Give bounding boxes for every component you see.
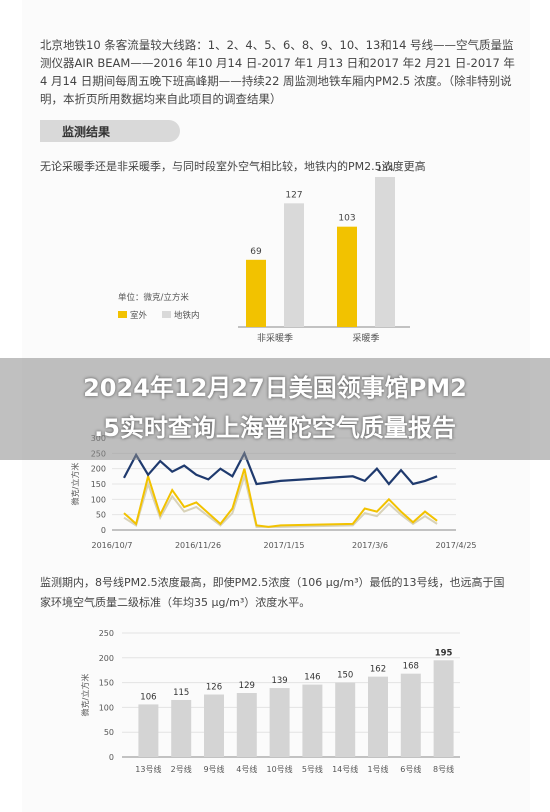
bar-subway <box>375 177 395 327</box>
bar <box>368 676 388 757</box>
x-tick-label: 2016/10/7 <box>91 541 132 550</box>
bar <box>335 682 356 757</box>
finding-1-text: 无论采暖季还是非采暖季，与同时段室外空气相比较，地铁内的PM2.5浓度更高 <box>40 160 426 173</box>
y-tick-label: 200 <box>99 654 114 663</box>
bar-subway <box>284 203 304 327</box>
data-label: 129 <box>239 681 255 691</box>
y-tick-label: 150 <box>91 480 106 489</box>
legend-swatch <box>118 311 127 318</box>
bar <box>433 660 454 757</box>
series-line-yellow <box>123 468 438 528</box>
bar <box>171 699 192 757</box>
y-tick-label: 200 <box>91 465 106 474</box>
data-label: 127 <box>285 190 302 200</box>
category-label: 非采暖季 <box>257 332 293 344</box>
y-tick-label: 250 <box>99 629 114 638</box>
category-label: 13号线 <box>135 764 161 774</box>
category-label: 14号线 <box>332 764 358 774</box>
finding-2-line2: 家环境空气质量二级标准（年均35 μg/m³）浓度水平。 <box>40 596 311 609</box>
data-label: 195 <box>435 648 453 658</box>
bar <box>302 684 323 757</box>
bar-outdoor <box>246 259 266 327</box>
section-header: 监测结果 <box>40 120 180 142</box>
legend-label: 地铁内 <box>174 310 200 321</box>
category-label: 9号线 <box>203 764 224 774</box>
title-overlay-banner <box>0 358 550 460</box>
bar <box>269 688 290 757</box>
data-label: 103 <box>338 214 355 224</box>
category-label: 4号线 <box>236 764 257 774</box>
data-label: 139 <box>271 676 287 686</box>
data-label: 154 <box>376 164 393 174</box>
data-label: 115 <box>173 688 189 698</box>
category-label: 10号线 <box>267 764 293 774</box>
y-tick-label: 50 <box>104 728 114 737</box>
y-tick-label: 0 <box>101 526 106 535</box>
category-label: 1号线 <box>367 764 388 774</box>
data-label: 106 <box>140 692 156 702</box>
data-label: 146 <box>304 673 320 683</box>
legend-swatch <box>162 311 171 318</box>
data-label: 150 <box>337 671 353 681</box>
data-label: 168 <box>403 662 419 672</box>
overlay-title: 2024年12月27日美国领事馆PM2 .5实时查询上海普陀空气质量报告 <box>0 368 550 448</box>
y-tick-label: 0 <box>109 753 114 762</box>
y-tick-label: 100 <box>91 495 106 504</box>
data-label: 69 <box>250 247 262 257</box>
series-line-dark <box>123 450 438 486</box>
intro-paragraph: 北京地铁10 条客流量较大线路：1、2、4、5、6、8、9、10、13和14 号… <box>40 38 515 106</box>
data-label: 126 <box>206 683 222 693</box>
category-label: 8号线 <box>433 764 454 774</box>
category-label: 6号线 <box>400 764 421 774</box>
overlay-title-line2: .5实时查询上海普陀空气质量报告 <box>94 414 456 442</box>
bar <box>400 673 421 757</box>
category-label: 2号线 <box>171 764 192 774</box>
section-title: 监测结果 <box>62 125 111 139</box>
bar <box>204 694 224 757</box>
overlay-title-line1: 2024年12月27日美国领事馆PM2 <box>83 374 467 402</box>
x-tick-label: 2017/4/25 <box>435 541 476 550</box>
legend-label: 室外 <box>130 310 148 321</box>
unit-label: 单位：微克/立方米 <box>118 292 189 303</box>
bar <box>236 693 257 757</box>
y-axis-label: 微克/立方米 <box>80 674 90 717</box>
category-label: 5号线 <box>302 764 323 774</box>
bar <box>138 704 159 757</box>
y-tick-label: 150 <box>99 679 114 688</box>
x-tick-label: 2017/1/15 <box>263 541 304 550</box>
x-tick-label: 2016/11/26 <box>175 541 221 550</box>
finding-2-line1: 监测期内，8号线PM2.5浓度最高，即使PM2.5浓度（106 μg/m³）最低… <box>40 576 505 589</box>
category-label: 采暖季 <box>352 332 379 344</box>
y-tick-label: 100 <box>99 703 114 712</box>
x-tick-label: 2017/3/6 <box>352 541 388 550</box>
y-tick-label: 50 <box>96 511 106 520</box>
y-axis-label: 微克/立方米 <box>70 463 80 506</box>
bar-outdoor <box>337 226 357 327</box>
data-label: 162 <box>370 665 386 675</box>
